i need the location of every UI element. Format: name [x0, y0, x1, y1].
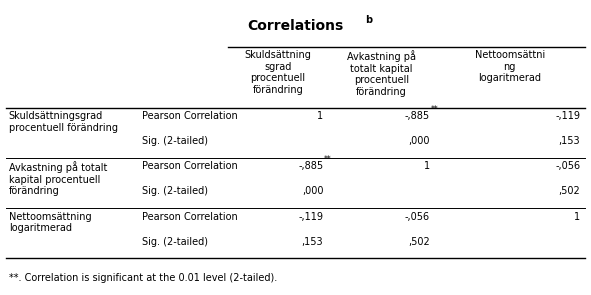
Text: ,502: ,502 [558, 186, 580, 196]
Text: Sig. (2-tailed): Sig. (2-tailed) [142, 186, 208, 196]
Text: -,885: -,885 [404, 111, 430, 121]
Text: ,153: ,153 [301, 237, 323, 247]
Text: Pearson Correlation: Pearson Correlation [142, 111, 238, 121]
Text: b: b [365, 15, 372, 25]
Text: ,000: ,000 [408, 136, 430, 146]
Text: Sig. (2-tailed): Sig. (2-tailed) [142, 136, 208, 146]
Text: Correlations: Correlations [248, 19, 343, 33]
Text: -,119: -,119 [298, 212, 323, 222]
Text: ,000: ,000 [302, 186, 323, 196]
Text: -,119: -,119 [556, 111, 580, 121]
Text: Skuldsättningsgrad
procentuell förändring: Skuldsättningsgrad procentuell förändrin… [9, 111, 118, 133]
Text: Skuldsättning
sgrad
procentuell
förändring: Skuldsättning sgrad procentuell förändri… [244, 50, 311, 95]
Text: Avkastning på
totalt kapital
procentuell
förändring: Avkastning på totalt kapital procentuell… [347, 50, 415, 97]
Text: Avkastning på totalt
kapital procentuell
förändring: Avkastning på totalt kapital procentuell… [9, 161, 107, 196]
Text: **. Correlation is significant at the 0.01 level (2-tailed).: **. Correlation is significant at the 0.… [9, 273, 277, 283]
Text: **: ** [324, 155, 332, 164]
Text: Pearson Correlation: Pearson Correlation [142, 212, 238, 222]
Text: -,056: -,056 [555, 161, 580, 171]
Text: Nettoomsättning
logaritmerad: Nettoomsättning logaritmerad [9, 212, 92, 233]
Text: ,153: ,153 [558, 136, 580, 146]
Text: 1: 1 [317, 111, 323, 121]
Text: Pearson Correlation: Pearson Correlation [142, 161, 238, 171]
Text: 1: 1 [424, 161, 430, 171]
Text: -,056: -,056 [404, 212, 430, 222]
Text: **: ** [430, 105, 438, 114]
Text: 1: 1 [574, 212, 580, 222]
Text: Nettoomsättni
ng
logaritmerad: Nettoomsättni ng logaritmerad [475, 50, 545, 83]
Text: ,502: ,502 [408, 237, 430, 247]
Text: Sig. (2-tailed): Sig. (2-tailed) [142, 237, 208, 247]
Text: -,885: -,885 [298, 161, 323, 171]
